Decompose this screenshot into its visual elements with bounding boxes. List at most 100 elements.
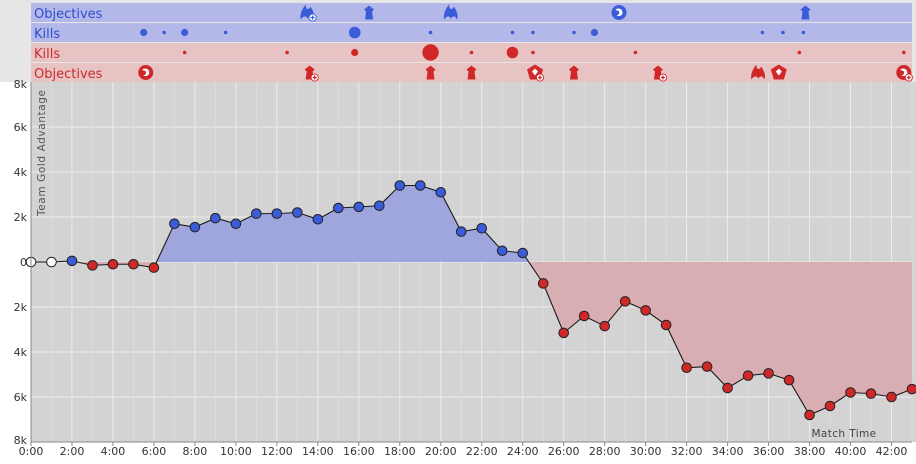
data-point-red [660, 319, 672, 331]
kill-marker [285, 50, 289, 55]
tower-icon [466, 65, 477, 80]
tower-icon [800, 5, 811, 20]
data-point-blue [394, 180, 406, 191]
kill-marker [590, 28, 599, 37]
event-row-blue-objectives: Objectives [31, 3, 912, 22]
y-tick-label: 6k [14, 121, 28, 134]
data-point-blue [66, 255, 78, 267]
data-point-red [783, 374, 795, 386]
tower-shape [800, 5, 811, 20]
herald-icon [896, 65, 913, 82]
event-row-label: Kills [34, 47, 60, 62]
badge-plus [310, 15, 315, 20]
data-point-red [87, 260, 98, 271]
y-tick-label: 6k [14, 391, 28, 404]
kill-marker [572, 30, 576, 35]
inhibitor-core [532, 68, 539, 76]
herald-eye [142, 68, 150, 77]
data-point-red [701, 361, 713, 372]
data-point-blue [251, 208, 262, 219]
data-point-red [128, 258, 139, 270]
data-point-blue [476, 222, 488, 234]
data-point-blue [210, 212, 221, 224]
x-tick-label: 14:00 [302, 445, 334, 458]
herald-eye [900, 68, 908, 77]
kill-marker [140, 28, 148, 37]
kill-marker [902, 50, 906, 55]
data-point-blue [189, 221, 201, 233]
tower-shape [425, 65, 436, 80]
data-point-blue [414, 180, 426, 191]
event-row-red-kills: Kills [31, 43, 912, 62]
tower-shape [364, 5, 375, 20]
badge-icon [310, 73, 319, 82]
data-point-red [886, 391, 897, 403]
x-tick-label: 18:00 [384, 445, 416, 458]
data-point-red [148, 262, 160, 273]
y-axis-label: Team Gold Advantage [36, 89, 48, 217]
x-tick-label: 12:00 [261, 445, 293, 458]
kill-marker [781, 30, 785, 35]
x-tick-label: 30:00 [630, 445, 662, 458]
x-tick-label: 2:00 [60, 445, 85, 458]
kill-marker [181, 28, 189, 37]
x-tick-label: 36:00 [753, 445, 785, 458]
event-row-label: Objectives [34, 67, 103, 82]
data-point-red [742, 370, 754, 381]
event-rows: Objectives Kills Kills Objectives [0, 0, 916, 82]
herald-shape [138, 65, 154, 80]
x-tick-label: 8:00 [183, 445, 208, 458]
badge-plus [312, 75, 317, 80]
data-point-red [558, 327, 569, 339]
kill-marker [162, 30, 166, 35]
event-row-label: Objectives [34, 7, 103, 22]
x-tick-label: 20:00 [425, 445, 457, 458]
kill-marker [801, 30, 806, 35]
data-point-blue [312, 213, 324, 225]
x-axis-label: Match Time [811, 428, 876, 440]
x-tick-label: 6:00 [142, 445, 167, 458]
badge-plus [906, 75, 911, 80]
data-point-red [906, 383, 916, 395]
tower-shape [466, 65, 477, 80]
inhibitor-core [775, 68, 782, 76]
x-tick-label: 26:00 [548, 445, 580, 458]
x-tick-label: 42:00 [876, 445, 908, 458]
x-tick-label: 16:00 [343, 445, 375, 458]
dragon-shape [443, 4, 458, 20]
x-tick-label: 34:00 [712, 445, 744, 458]
data-point-blue [169, 218, 180, 230]
data-point-blue [435, 186, 447, 198]
data-point-blue [333, 202, 344, 214]
data-point-red [681, 362, 692, 374]
x-tick-label: 24:00 [507, 445, 539, 458]
tower-icon [364, 5, 375, 20]
blue-advantage-area [51, 185, 529, 262]
tower-icon [304, 65, 319, 82]
inhibitor-icon [527, 64, 545, 82]
y-tick-label: 8k [14, 78, 28, 91]
kill-marker [633, 50, 638, 55]
kill-marker [469, 50, 474, 55]
tower-icon [568, 65, 579, 80]
herald-icon [611, 5, 627, 20]
data-point-red [763, 368, 774, 379]
event-row-red-objectives: Objectives [31, 63, 913, 82]
kill-marker [223, 30, 228, 35]
inhibitor-icon [770, 64, 787, 80]
x-tick-label: 40:00 [835, 445, 867, 458]
event-row-band [31, 23, 912, 42]
y-tick-label: 4k [14, 346, 28, 359]
x-tick-label: 28:00 [589, 445, 621, 458]
x-tick-label: 10:00 [220, 445, 252, 458]
x-tick-label: 0:00 [19, 445, 44, 458]
data-point-red [640, 305, 651, 316]
y-tick-label: 0 [20, 256, 27, 269]
data-point-red [865, 388, 877, 399]
data-point-red [599, 320, 610, 332]
y-tick-label: 8k [14, 434, 28, 447]
tower-icon [652, 65, 667, 82]
data-point-red [845, 387, 856, 398]
data-point-blue [455, 226, 467, 237]
